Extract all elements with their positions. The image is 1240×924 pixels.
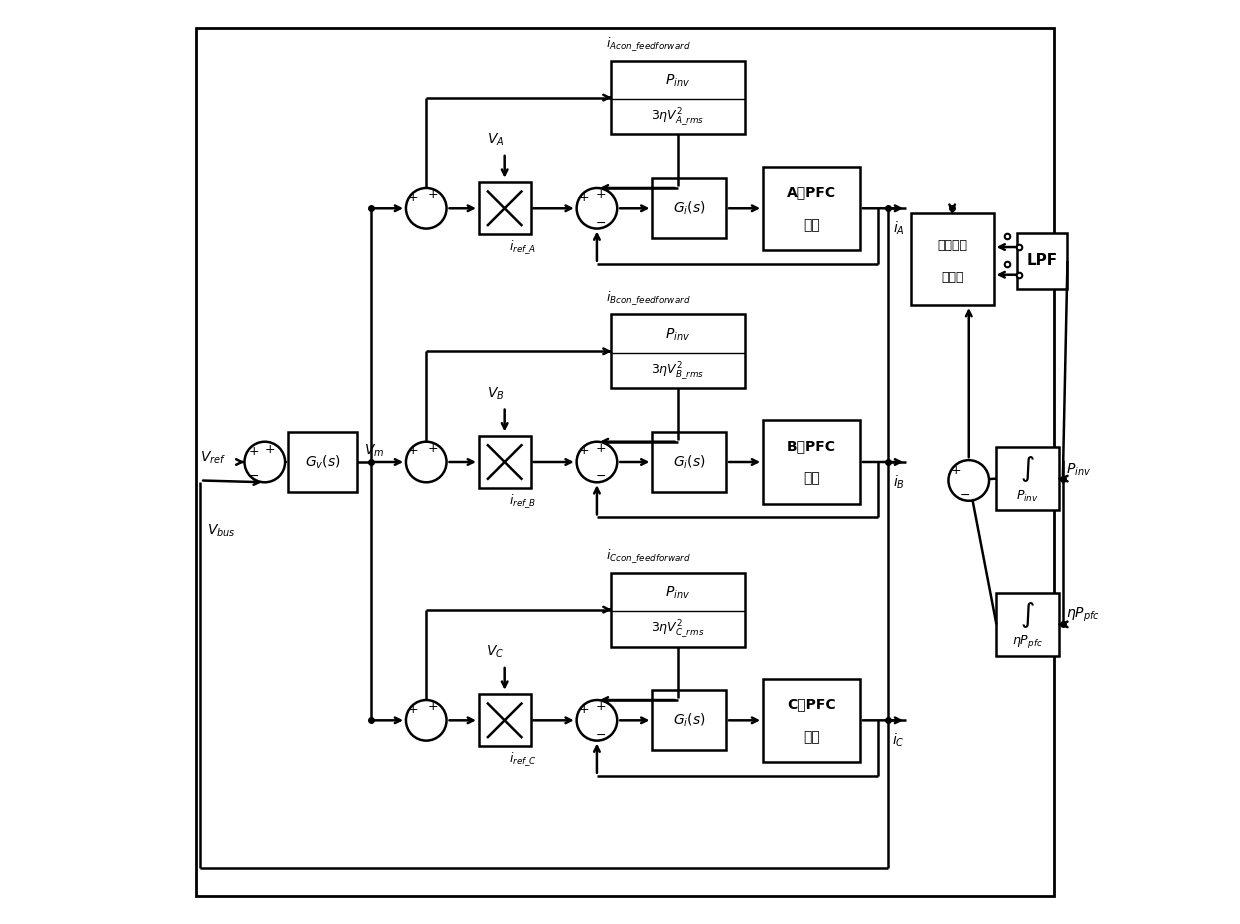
Text: +: +: [595, 700, 606, 713]
Text: $V_m$: $V_m$: [363, 443, 384, 459]
Text: +: +: [408, 190, 419, 203]
Text: B相PFC: B相PFC: [787, 439, 836, 454]
Text: $\int$: $\int$: [1021, 455, 1035, 484]
Bar: [997, 447, 1059, 510]
Text: $P_{inv}$: $P_{inv}$: [1017, 489, 1039, 504]
Text: $-$: $-$: [595, 215, 606, 228]
Bar: [910, 213, 993, 305]
Circle shape: [949, 460, 990, 501]
Text: +: +: [248, 445, 259, 458]
Text: $P_{inv}$: $P_{inv}$: [665, 72, 691, 89]
Text: 模块: 模块: [804, 471, 820, 486]
Bar: [611, 573, 744, 647]
Bar: [997, 593, 1059, 656]
Text: +: +: [579, 444, 589, 457]
Circle shape: [577, 442, 618, 482]
Bar: [652, 432, 727, 492]
Text: LPF: LPF: [1027, 253, 1058, 268]
Text: C相PFC: C相PFC: [787, 698, 836, 711]
Text: $3\eta V^2_{B\_rms}$: $3\eta V^2_{B\_rms}$: [651, 360, 704, 383]
Text: +: +: [428, 700, 438, 713]
Text: +: +: [265, 443, 275, 456]
Text: +: +: [579, 703, 589, 716]
Text: $i_{Bcon\_feedforward}$: $i_{Bcon\_feedforward}$: [606, 289, 691, 307]
Text: $G_v(s)$: $G_v(s)$: [305, 454, 340, 471]
Bar: [479, 695, 531, 747]
Text: $i_B$: $i_B$: [893, 474, 905, 491]
Text: +: +: [595, 188, 606, 201]
Circle shape: [405, 442, 446, 482]
Circle shape: [244, 442, 285, 482]
Text: $P_{inv}$: $P_{inv}$: [1065, 461, 1091, 478]
Text: $P_{inv}$: $P_{inv}$: [665, 326, 691, 343]
Text: $V_A$: $V_A$: [487, 132, 505, 149]
Text: $-$: $-$: [960, 488, 971, 501]
Bar: [763, 166, 859, 249]
Text: $-$: $-$: [595, 728, 606, 741]
Text: $G_i(s)$: $G_i(s)$: [673, 200, 706, 217]
Text: 模块: 模块: [804, 730, 820, 744]
Circle shape: [405, 188, 446, 228]
Bar: [479, 182, 531, 234]
Text: $P_{inv}$: $P_{inv}$: [665, 585, 691, 601]
Text: $i_{ref\_A}$: $i_{ref\_A}$: [510, 238, 537, 256]
Text: +: +: [428, 188, 438, 201]
Bar: [763, 420, 859, 504]
Bar: [652, 178, 727, 238]
Text: $i_{ref\_B}$: $i_{ref\_B}$: [510, 492, 537, 510]
Text: 比较器: 比较器: [941, 271, 963, 284]
Circle shape: [405, 700, 446, 741]
Text: $V_C$: $V_C$: [486, 644, 505, 661]
Bar: [611, 61, 744, 135]
Text: $V_{bus}$: $V_{bus}$: [207, 523, 236, 540]
Text: 智能逻辑: 智能逻辑: [937, 238, 967, 251]
Text: $-$: $-$: [595, 469, 606, 482]
Bar: [611, 314, 744, 388]
Bar: [652, 690, 727, 750]
Circle shape: [577, 700, 618, 741]
Text: +: +: [408, 444, 419, 457]
Text: $3\eta V^2_{C\_rms}$: $3\eta V^2_{C\_rms}$: [651, 619, 704, 640]
Bar: [288, 432, 357, 492]
Text: $i_A$: $i_A$: [893, 220, 904, 237]
Text: $\int$: $\int$: [1021, 600, 1035, 630]
Text: $i_{ref\_C}$: $i_{ref\_C}$: [510, 750, 537, 768]
Bar: [763, 679, 859, 762]
Text: 模块: 模块: [804, 218, 820, 232]
Text: $i_{Acon\_feedforward}$: $i_{Acon\_feedforward}$: [606, 35, 691, 53]
Text: A相PFC: A相PFC: [787, 186, 836, 200]
Text: $V_B$: $V_B$: [486, 385, 505, 402]
Text: $G_i(s)$: $G_i(s)$: [673, 711, 706, 729]
Text: +: +: [579, 190, 589, 203]
Text: +: +: [408, 703, 419, 716]
Text: +: +: [595, 442, 606, 455]
Circle shape: [577, 188, 618, 228]
Text: $i_C$: $i_C$: [893, 732, 905, 749]
Bar: [1017, 233, 1068, 288]
Text: $V_{ref}$: $V_{ref}$: [200, 449, 227, 466]
Text: $\eta P_{pfc}$: $\eta P_{pfc}$: [1065, 606, 1100, 625]
Text: $-$: $-$: [248, 469, 259, 482]
Text: +: +: [428, 442, 438, 455]
Text: +: +: [951, 464, 961, 477]
Text: $i_{Ccon\_feedforward}$: $i_{Ccon\_feedforward}$: [606, 547, 691, 565]
Text: $G_i(s)$: $G_i(s)$: [673, 454, 706, 470]
Bar: [479, 436, 531, 488]
Text: $3\eta V^2_{A\_rms}$: $3\eta V^2_{A\_rms}$: [651, 106, 704, 128]
Text: $\eta P_{pfc}$: $\eta P_{pfc}$: [1012, 634, 1043, 650]
